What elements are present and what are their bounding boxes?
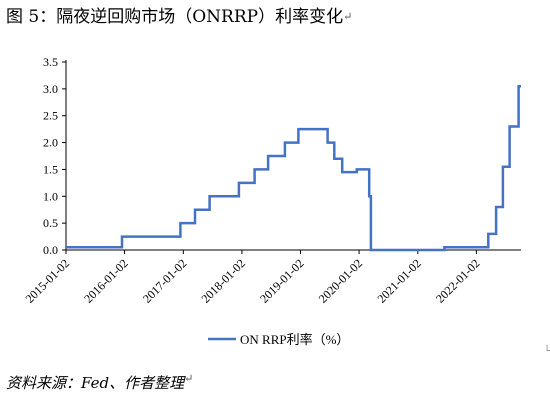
y-tick-label: 3.0 (43, 82, 58, 96)
paragraph-mark-icon: ↵ (343, 10, 353, 23)
x-tick-label: 2019-01-02 (257, 256, 306, 305)
y-axis: 0.0 0.5 1.0 1.5 2.0 2.5 3.0 3.5 (43, 55, 67, 257)
series-line (66, 84, 521, 252)
x-tick-label: 2017-01-02 (140, 256, 189, 305)
x-tick-label: 2015-01-02 (23, 256, 72, 305)
x-tick-label: 2018-01-02 (199, 256, 248, 305)
x-tick-label: 2020-01-02 (316, 256, 365, 305)
y-tick-label: 2.5 (43, 109, 58, 123)
x-tick-label: 2021-01-02 (374, 256, 423, 305)
legend: ON RRP利率（%） (208, 332, 349, 347)
edge-mark-icon: └ (543, 346, 550, 357)
y-tick-label: 3.5 (43, 55, 58, 69)
x-axis: 2015-01-02 2016-01-02 2017-01-02 2018-01-02… (23, 249, 521, 306)
chart: 0.0 0.5 1.0 1.5 2.0 2.5 3.0 3.5 2015-01-02 2016-… (23, 55, 521, 347)
x-tick-label: 2022-01-02 (433, 256, 482, 305)
figure-title-text: 图 5：隔夜逆回购市场（ONRRP）利率变化 (6, 7, 344, 27)
source-note-text: 资料来源：Fed、作者整理 (6, 374, 185, 392)
plot-area (66, 84, 521, 252)
y-tick-label: 2.0 (43, 136, 58, 150)
source-note: 资料来源：Fed、作者整理↵ (6, 372, 193, 393)
x-tick-label: 2016-01-02 (81, 256, 130, 305)
y-tick-label: 1.5 (43, 162, 58, 176)
y-tick-label: 0.0 (43, 243, 58, 257)
y-tick-label: 1.0 (43, 189, 58, 203)
y-tick-label: 0.5 (43, 216, 58, 230)
paragraph-mark-icon: ↵ (184, 372, 194, 385)
legend-label: ON RRP利率（%） (240, 332, 349, 347)
figure-title: 图 5：隔夜逆回购市场（ONRRP）利率变化↵ (6, 6, 352, 28)
